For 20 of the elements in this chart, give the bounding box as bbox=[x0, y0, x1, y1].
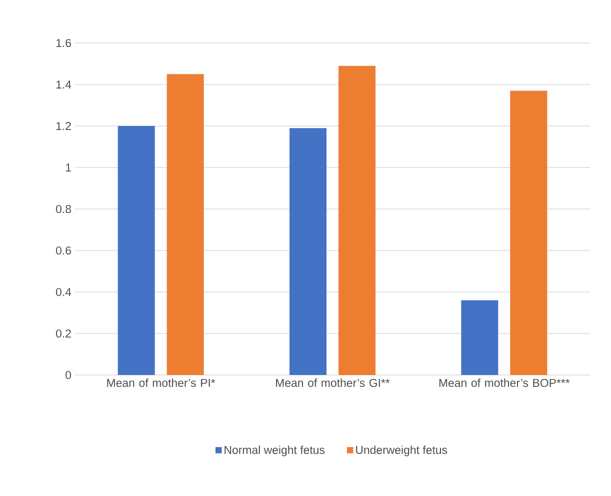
y-tick-label: 0.8 bbox=[56, 204, 71, 214]
y-tick-label: 0.6 bbox=[56, 246, 71, 255]
y-tick-label: 1.2 bbox=[56, 122, 71, 130]
x-tick-label: Mean of mother’s PI* bbox=[107, 378, 216, 387]
bar bbox=[510, 90, 548, 375]
bar bbox=[290, 128, 327, 375]
y-tick-label: 1 bbox=[66, 164, 71, 172]
bar bbox=[338, 66, 376, 375]
x-tick-label: Mean of mother’s GI** bbox=[276, 378, 390, 387]
y-tick-label: 1.4 bbox=[56, 80, 72, 88]
y-tick-label: 0 bbox=[66, 370, 72, 380]
bar bbox=[166, 74, 204, 375]
bar bbox=[118, 126, 155, 375]
legend-label: Underweight fetus bbox=[356, 446, 448, 456]
y-tick-label: 0.4 bbox=[56, 288, 72, 296]
y-tick-label: 1.6 bbox=[56, 38, 71, 48]
legend-label: Normal weight fetus bbox=[224, 446, 325, 456]
x-tick-label: Mean of mother’s BOP*** bbox=[439, 378, 570, 387]
bar bbox=[461, 300, 498, 375]
y-tick-label: 0.2 bbox=[56, 329, 71, 338]
